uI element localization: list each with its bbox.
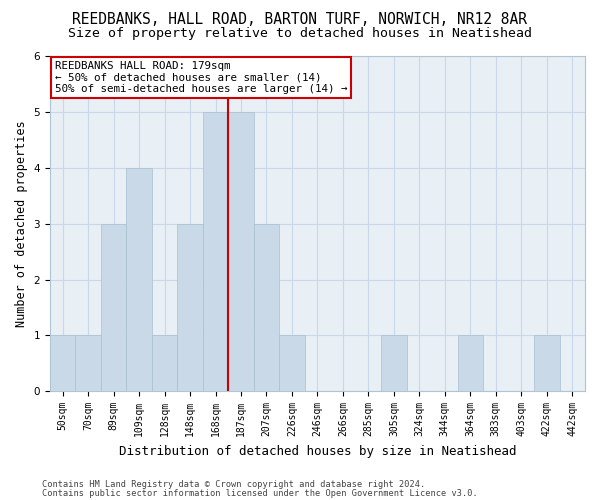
Bar [279,336,305,391]
Bar [228,112,254,391]
Bar [458,336,483,391]
Bar [254,224,279,391]
Bar [101,224,127,391]
Bar [76,336,101,391]
Bar [178,224,203,391]
Text: Contains HM Land Registry data © Crown copyright and database right 2024.: Contains HM Land Registry data © Crown c… [42,480,425,489]
Bar [203,112,228,391]
Bar [534,336,560,391]
Bar [381,336,407,391]
Bar [152,336,178,391]
X-axis label: Distribution of detached houses by size in Neatishead: Distribution of detached houses by size … [119,444,516,458]
Text: REEDBANKS HALL ROAD: 179sqm
← 50% of detached houses are smaller (14)
50% of sem: REEDBANKS HALL ROAD: 179sqm ← 50% of det… [55,61,347,94]
Text: Contains public sector information licensed under the Open Government Licence v3: Contains public sector information licen… [42,489,478,498]
Bar [127,168,152,391]
Bar [50,336,76,391]
Y-axis label: Number of detached properties: Number of detached properties [15,120,28,327]
Text: Size of property relative to detached houses in Neatishead: Size of property relative to detached ho… [68,28,532,40]
Text: REEDBANKS, HALL ROAD, BARTON TURF, NORWICH, NR12 8AR: REEDBANKS, HALL ROAD, BARTON TURF, NORWI… [73,12,527,28]
